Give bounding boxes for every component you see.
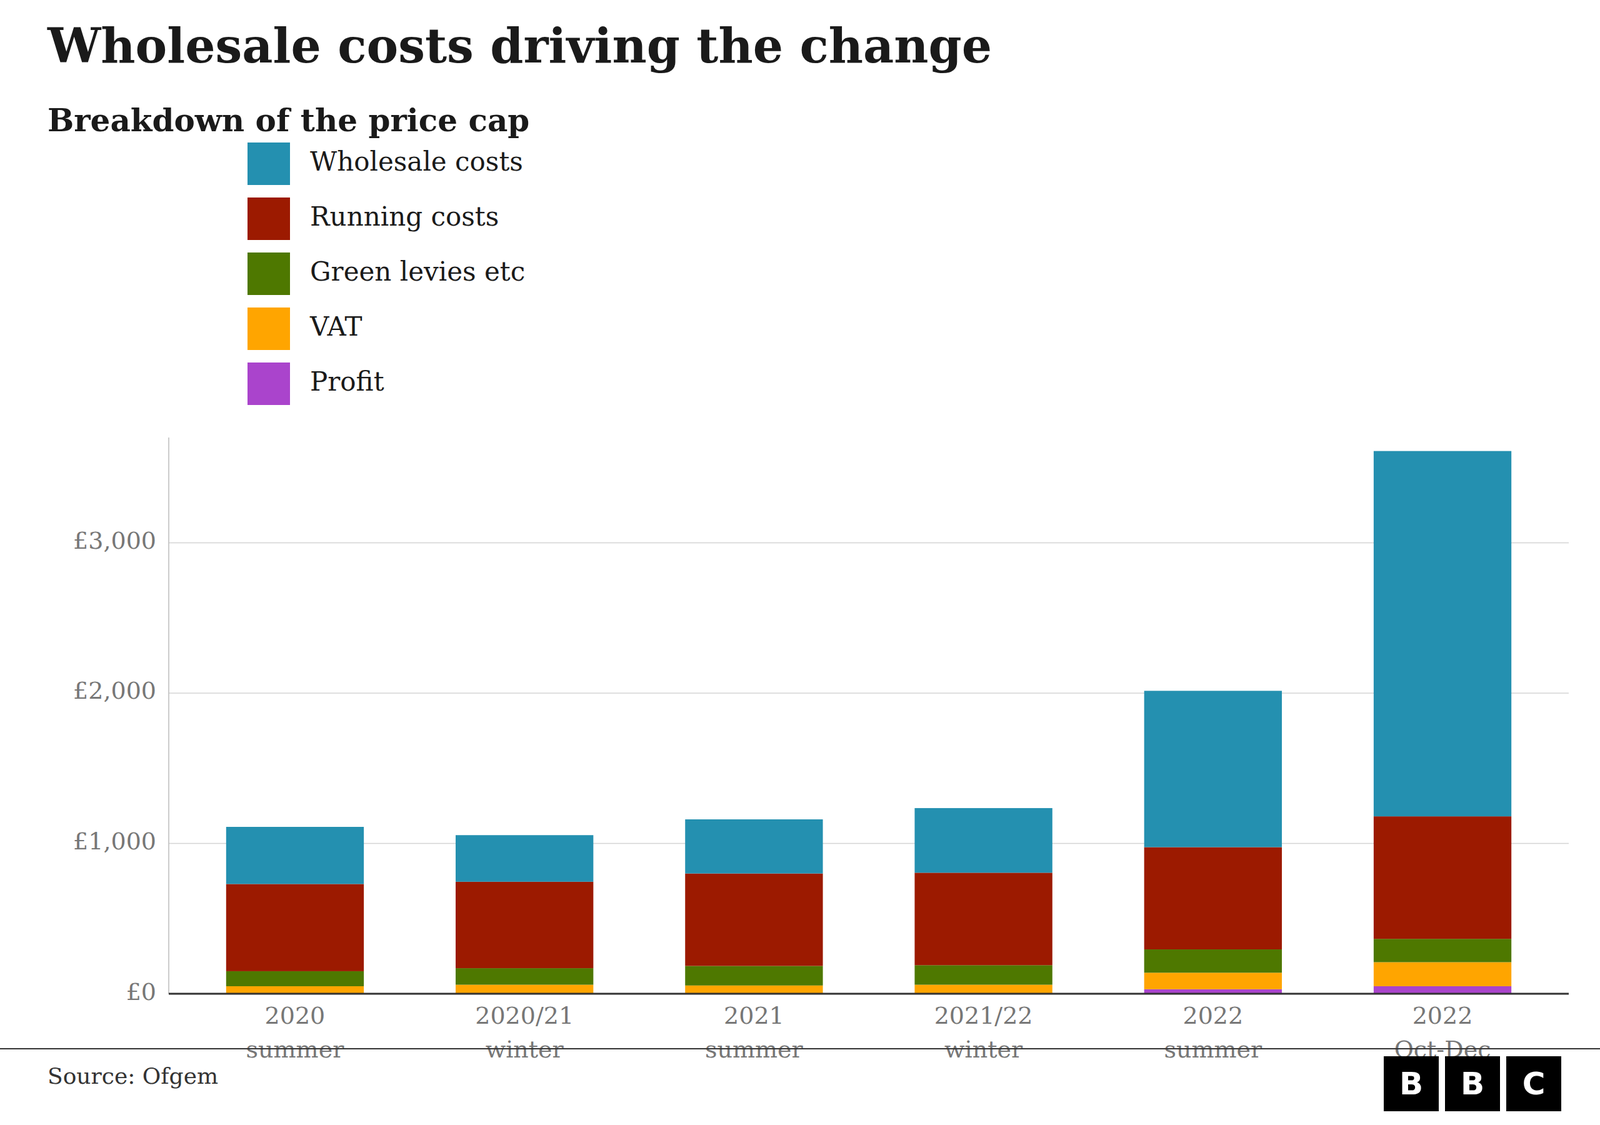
bars: [226, 451, 1512, 994]
bar-segment: [914, 985, 1052, 994]
legend-swatch: [247, 362, 290, 405]
x-tick-label-line: 2020/21: [475, 1001, 574, 1030]
logo-box: [1445, 1056, 1500, 1112]
y-tick-label: £0: [126, 978, 157, 1006]
x-tick-label-line: 2022: [1412, 1001, 1474, 1030]
x-tick-label-line: 2022: [1182, 1001, 1244, 1030]
logo-text: BBC: [1399, 1065, 1545, 1102]
legend-swatch: [247, 142, 290, 185]
bar-segment: [1144, 846, 1282, 950]
bar-segment: [1144, 972, 1282, 989]
source: Source: Ofgem: [47, 1063, 219, 1089]
bar-segment: [1144, 949, 1282, 973]
y-tick-label: £1,000: [73, 827, 157, 855]
logo-letter: B: [1460, 1065, 1485, 1102]
logo: BBC: [1383, 1056, 1562, 1112]
x-axis-line: [168, 993, 1569, 995]
bar-segment: [685, 985, 823, 994]
bar-segment: [1373, 961, 1512, 986]
logo-box: [1506, 1056, 1562, 1112]
bar-segment: [226, 971, 364, 987]
y-tick-label: £3,000: [73, 526, 157, 555]
legend-label: Wholesale costs: [310, 146, 524, 177]
logo-letter: B: [1399, 1065, 1424, 1102]
x-tick-label: 2022summer: [1163, 1001, 1263, 1064]
background: [0, 0, 1600, 1125]
bar-segment: [455, 968, 594, 985]
logo-box: [1383, 1056, 1439, 1112]
bar-segment: [685, 966, 823, 986]
x-tick-label: 2020/21winter: [475, 1001, 574, 1064]
x-tick-label-line: 2020: [265, 1001, 326, 1030]
legend-swatch: [247, 197, 290, 240]
bar-segment: [226, 883, 364, 972]
grid-line: [168, 843, 1569, 845]
bar-segment: [455, 881, 594, 969]
legend-label: Running costs: [310, 201, 499, 232]
bar-segment: [226, 986, 364, 994]
x-tick-label: 2021summer: [705, 1001, 804, 1064]
bar-segment: [685, 819, 823, 874]
y-axis-line: [168, 437, 170, 994]
bar-segment: [914, 965, 1052, 985]
x-tick-label: 2020summer: [246, 1001, 345, 1064]
x-tick-label: 2022Oct-Dec: [1394, 1001, 1492, 1064]
logo-letter: C: [1522, 1065, 1546, 1102]
bar-segment: [455, 985, 594, 994]
grid-line: [168, 542, 1569, 544]
grid-line: [168, 692, 1569, 694]
x-tick-label: 2021/22winter: [934, 1001, 1034, 1064]
bar-segment: [1373, 816, 1512, 939]
bar-segment: [455, 835, 594, 882]
chart: Wholesale costs driving the change Breakd…: [0, 0, 1600, 1125]
bar-segment: [1144, 690, 1282, 847]
x-tick-label-line: 2021/22: [934, 1001, 1034, 1030]
legend-swatch: [247, 307, 290, 350]
bar-segment: [226, 826, 364, 884]
bar-segment: [1373, 451, 1512, 817]
x-tick-label-line: 2021: [723, 1001, 785, 1030]
legend: Wholesale costs Running costs Green levies…: [247, 142, 525, 405]
legend-label: Profit: [310, 366, 385, 397]
footer-divider: [0, 1048, 1600, 1050]
legend-label: VAT: [309, 311, 363, 342]
grid-line: [168, 993, 1569, 995]
grid: [168, 542, 1569, 994]
legend-label: Green levies etc: [310, 256, 525, 287]
title: Wholesale costs driving the change: [46, 18, 992, 74]
bar-segment: [914, 808, 1052, 873]
y-tick-label: £2,000: [73, 676, 157, 705]
legend-swatch: [247, 252, 290, 295]
subtitle: Breakdown of the price cap: [47, 101, 530, 139]
bar-segment: [914, 872, 1052, 965]
bar-segment: [685, 873, 823, 967]
bar-segment: [1373, 986, 1512, 994]
bar-segment: [1373, 938, 1512, 962]
